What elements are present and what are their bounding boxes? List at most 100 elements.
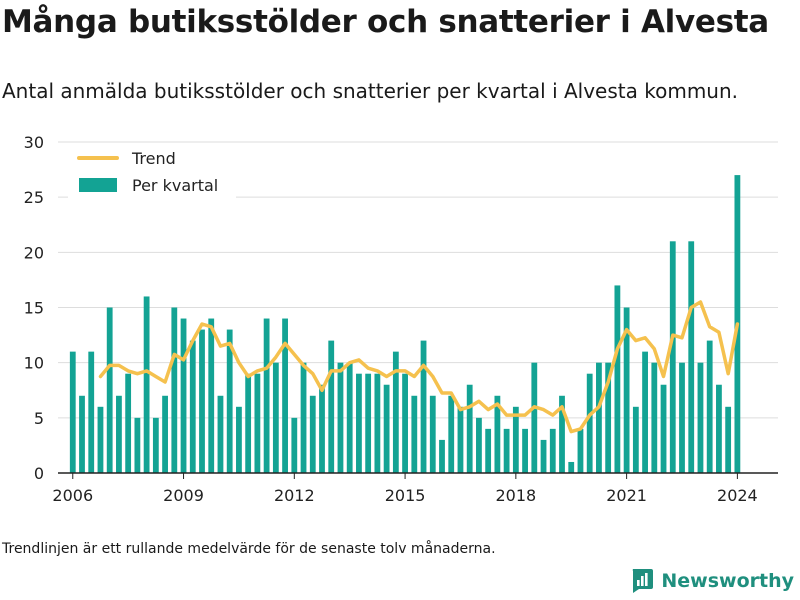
bar-q57 <box>586 373 593 473</box>
x-tick-label-2009: 2009 <box>163 486 204 505</box>
legend-label-per-kvartal: Per kvartal <box>132 176 218 195</box>
bar-q18 <box>226 329 233 473</box>
y-tick-label-20: 20 <box>24 243 44 262</box>
bar-q68 <box>688 241 695 473</box>
bar-q33 <box>365 373 372 473</box>
bar-q6 <box>116 395 122 473</box>
bar-q71 <box>716 384 722 473</box>
bar-q66 <box>669 241 676 473</box>
newsworthy-brand: Newsworthy <box>630 568 794 594</box>
bar-q12 <box>171 307 178 473</box>
y-tick-label-30: 30 <box>24 133 44 152</box>
bar-q62 <box>632 406 639 473</box>
bar-q25 <box>291 417 298 473</box>
x-tick-label-2021: 2021 <box>606 486 647 505</box>
bar-q55 <box>568 461 575 473</box>
bar-q14 <box>189 340 196 473</box>
x-tick-label-2012: 2012 <box>274 486 315 505</box>
bar-q42 <box>448 395 455 473</box>
bar-q27 <box>309 395 316 473</box>
bar-q46 <box>485 428 492 473</box>
bar-q17 <box>217 395 224 473</box>
bar-q48 <box>503 428 510 473</box>
bar-q16 <box>208 318 215 473</box>
bar-q63 <box>642 351 648 473</box>
bar-q56 <box>577 428 584 473</box>
bar-q41 <box>439 439 445 473</box>
y-tick-label-25: 25 <box>24 188 44 207</box>
x-axis <box>58 472 778 479</box>
bar-q54 <box>559 395 565 473</box>
y-tick-label-5: 5 <box>34 409 44 428</box>
legend-bar-swatch <box>79 178 117 192</box>
legend-background <box>68 144 236 202</box>
bar-q37 <box>402 373 408 473</box>
bar-q5 <box>106 307 113 473</box>
bar-q50 <box>522 428 528 473</box>
bar-chart-logo-icon <box>633 569 654 593</box>
bar-q8 <box>134 417 141 473</box>
bar-q32 <box>356 373 362 473</box>
bar-q45 <box>476 417 482 473</box>
bar-q3 <box>88 351 95 473</box>
y-tick-labels: 0 5 10 15 20 25 30 <box>24 133 44 483</box>
footnote: Trendlinjen är ett rullande medelvärde f… <box>2 541 496 557</box>
bar-q4 <box>97 406 104 473</box>
bar-q60 <box>614 285 621 473</box>
bar-q7 <box>125 373 132 473</box>
bar-q26 <box>300 362 307 473</box>
x-tick-labels: 2006 2009 2012 2015 2018 2021 2024 <box>52 486 757 505</box>
bar-q67 <box>679 362 685 473</box>
bar-q2 <box>79 395 85 473</box>
bar-q34 <box>374 373 381 473</box>
bar-q19 <box>236 406 242 473</box>
bar-q15 <box>199 329 205 473</box>
trend-line <box>98 300 740 434</box>
legend-label-trend: Trend <box>131 149 176 168</box>
chart-subtitle: Antal anmälda butiksstölder och snatteri… <box>2 79 739 103</box>
bar-q40 <box>429 395 436 473</box>
bar-q51 <box>531 362 538 473</box>
bar-q23 <box>272 362 279 473</box>
brand-name: Newsworthy <box>661 570 794 592</box>
bar-q53 <box>549 428 556 473</box>
bar-q24 <box>282 318 288 473</box>
bar-q72 <box>725 406 732 473</box>
bar-q47 <box>494 395 501 473</box>
bar-q29 <box>328 340 335 473</box>
bar-q65 <box>660 384 667 473</box>
bar-q30 <box>337 362 344 473</box>
bar-q31 <box>346 362 353 473</box>
bar-q38 <box>411 395 418 473</box>
bar-q35 <box>383 384 390 473</box>
bars-per-quarter <box>69 175 741 473</box>
bar-q49 <box>512 406 519 473</box>
bar-q22 <box>263 318 270 473</box>
y-tick-label-15: 15 <box>24 299 44 318</box>
bar-q28 <box>319 384 325 473</box>
bar-q1 <box>69 351 76 473</box>
bar-q21 <box>254 373 261 473</box>
bar-q61 <box>623 307 630 473</box>
bar-q9 <box>143 296 150 473</box>
chart-title: Många butiksstölder och snatterier i Alv… <box>2 4 769 40</box>
bar-q43 <box>457 406 464 473</box>
quarterly-bar-chart: 0 5 10 15 20 25 30 2006 2009 2012 2015 2018 2021 202… <box>24 133 778 505</box>
x-tick-label-2006: 2006 <box>52 486 93 505</box>
bar-q44 <box>466 384 473 473</box>
bar-q70 <box>706 340 713 473</box>
bar-q11 <box>162 395 168 473</box>
trend-series <box>98 300 740 434</box>
bar-q13 <box>180 318 187 473</box>
x-tick-label-2015: 2015 <box>385 486 426 505</box>
x-tick-label-2024: 2024 <box>717 486 758 505</box>
bar-q52 <box>540 439 547 473</box>
x-tick-label-2018: 2018 <box>495 486 536 505</box>
bar-q69 <box>697 362 704 473</box>
legend: Trend Per kvartal <box>68 144 236 202</box>
y-tick-label-0: 0 <box>34 464 44 483</box>
bar-q58 <box>596 362 602 473</box>
bar-q39 <box>420 340 427 473</box>
y-tick-label-10: 10 <box>24 354 44 373</box>
bar-q20 <box>245 373 252 473</box>
